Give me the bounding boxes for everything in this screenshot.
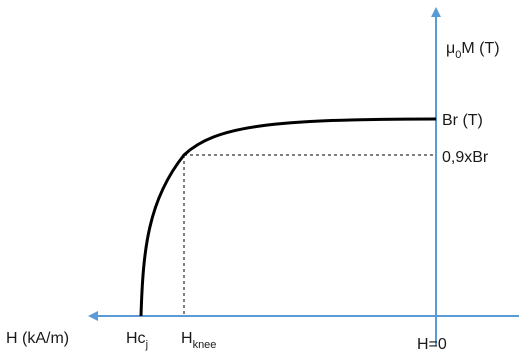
x-tick-label-zero: H=0 (417, 336, 447, 353)
y-tick-label-br: Br (T) (442, 112, 483, 129)
x-axis-label: H (kA/m) (6, 330, 69, 347)
x-tick-label-hknee: Hknee (181, 330, 216, 351)
y-tick-label-knee: 0,9xBr (442, 149, 489, 166)
y-axis-label: μ0M (T) (446, 40, 500, 61)
series-line-demagnetization (139, 117, 437, 317)
x-tick-label-hcj: Hcj (126, 330, 148, 351)
